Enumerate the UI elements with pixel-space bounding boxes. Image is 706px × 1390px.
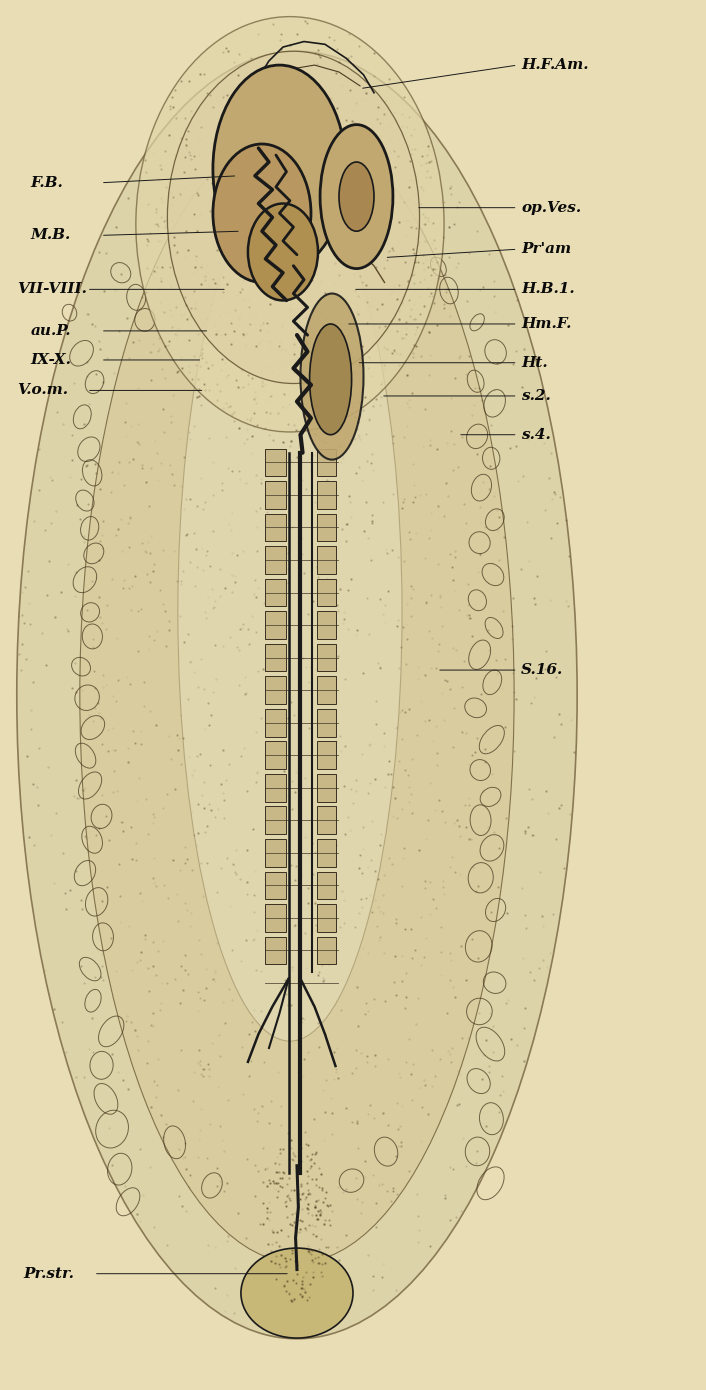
- FancyBboxPatch shape: [265, 481, 287, 509]
- FancyBboxPatch shape: [265, 774, 287, 802]
- FancyBboxPatch shape: [316, 937, 336, 965]
- Ellipse shape: [248, 203, 318, 300]
- FancyBboxPatch shape: [265, 741, 287, 769]
- Circle shape: [339, 163, 374, 231]
- Text: Pr.str.: Pr.str.: [24, 1266, 75, 1280]
- FancyBboxPatch shape: [316, 449, 336, 477]
- Ellipse shape: [178, 182, 402, 1041]
- Text: VII-VIII.: VII-VIII.: [17, 282, 87, 296]
- Ellipse shape: [136, 17, 444, 432]
- FancyBboxPatch shape: [265, 546, 287, 574]
- Text: H.F.Am.: H.F.Am.: [521, 58, 589, 72]
- FancyBboxPatch shape: [265, 612, 287, 639]
- Ellipse shape: [301, 293, 364, 460]
- Text: s.4.: s.4.: [521, 428, 551, 442]
- FancyBboxPatch shape: [316, 644, 336, 671]
- Text: op.Ves.: op.Ves.: [521, 200, 581, 214]
- Text: M.B.: M.B.: [31, 228, 71, 242]
- FancyBboxPatch shape: [316, 872, 336, 899]
- FancyBboxPatch shape: [265, 514, 287, 541]
- FancyBboxPatch shape: [265, 840, 287, 867]
- FancyBboxPatch shape: [265, 872, 287, 899]
- Ellipse shape: [213, 145, 311, 282]
- FancyBboxPatch shape: [316, 840, 336, 867]
- FancyBboxPatch shape: [316, 578, 336, 606]
- Text: s.2.: s.2.: [521, 389, 551, 403]
- Text: au.P.: au.P.: [31, 324, 71, 338]
- FancyBboxPatch shape: [265, 904, 287, 931]
- FancyBboxPatch shape: [316, 612, 336, 639]
- Text: F.B.: F.B.: [31, 175, 64, 190]
- Circle shape: [320, 125, 393, 268]
- Text: Pr'am: Pr'am: [521, 242, 571, 256]
- FancyBboxPatch shape: [265, 806, 287, 834]
- Text: Hm.F.: Hm.F.: [521, 317, 571, 331]
- FancyBboxPatch shape: [265, 578, 287, 606]
- Ellipse shape: [241, 1248, 353, 1339]
- FancyBboxPatch shape: [316, 709, 336, 737]
- FancyBboxPatch shape: [316, 546, 336, 574]
- FancyBboxPatch shape: [316, 741, 336, 769]
- FancyBboxPatch shape: [316, 904, 336, 931]
- FancyBboxPatch shape: [265, 709, 287, 737]
- FancyBboxPatch shape: [316, 774, 336, 802]
- Ellipse shape: [80, 128, 514, 1262]
- Text: V.o.m.: V.o.m.: [17, 384, 68, 398]
- FancyBboxPatch shape: [265, 449, 287, 477]
- FancyBboxPatch shape: [316, 481, 336, 509]
- Text: IX-X.: IX-X.: [31, 353, 72, 367]
- FancyBboxPatch shape: [316, 677, 336, 703]
- Text: Ht.: Ht.: [521, 356, 548, 370]
- Text: S.16.: S.16.: [521, 663, 563, 677]
- Ellipse shape: [309, 324, 352, 435]
- Ellipse shape: [17, 51, 577, 1339]
- FancyBboxPatch shape: [316, 514, 336, 541]
- Text: H.B.1.: H.B.1.: [521, 282, 575, 296]
- Ellipse shape: [167, 51, 419, 384]
- FancyBboxPatch shape: [265, 937, 287, 965]
- FancyBboxPatch shape: [265, 677, 287, 703]
- FancyBboxPatch shape: [265, 644, 287, 671]
- Ellipse shape: [213, 65, 346, 272]
- FancyBboxPatch shape: [316, 806, 336, 834]
